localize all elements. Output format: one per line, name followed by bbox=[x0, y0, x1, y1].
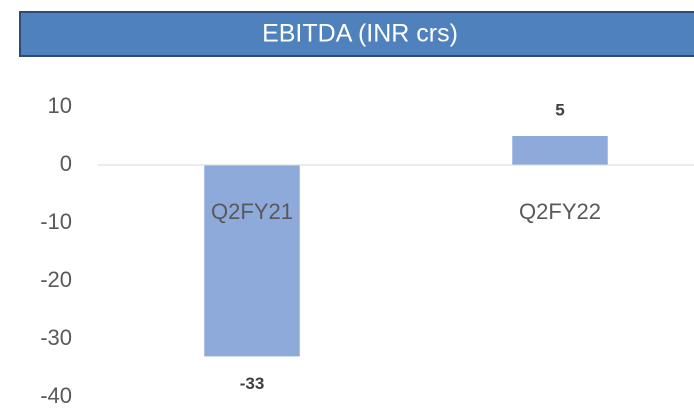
x-tick-label: Q2FY21 bbox=[211, 199, 293, 224]
y-tick-label: 0 bbox=[60, 151, 72, 176]
data-label: 5 bbox=[555, 100, 564, 119]
title-banner bbox=[19, 11, 694, 57]
bar bbox=[204, 165, 300, 357]
data-label: -33 bbox=[240, 374, 265, 393]
y-tick-label: -40 bbox=[40, 383, 72, 408]
bar bbox=[512, 136, 608, 165]
x-tick-label: Q2FY22 bbox=[519, 199, 601, 224]
y-tick-label: -30 bbox=[40, 325, 72, 350]
y-tick-label: -20 bbox=[40, 267, 72, 292]
y-tick-label: 10 bbox=[48, 93, 72, 118]
y-tick-label: -10 bbox=[40, 209, 72, 234]
chart-title: EBITDA (INR crs) bbox=[262, 20, 458, 48]
